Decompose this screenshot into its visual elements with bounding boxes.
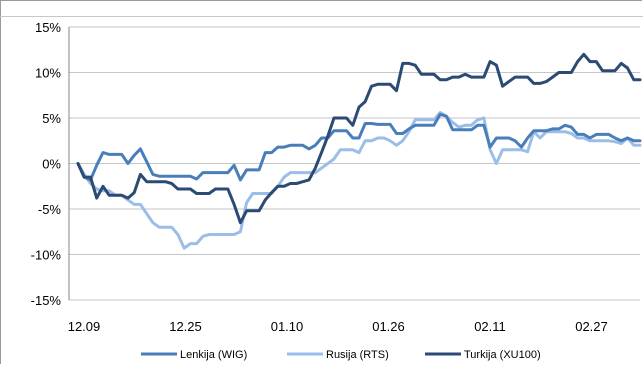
y-tick-label: -5% [38,202,62,217]
x-tick-label: 12.09 [68,319,101,334]
y-tick-label: -10% [31,248,62,263]
legend-label: Lenkija (WIG) [180,349,247,361]
series-lines [76,52,642,250]
y-tick-label: 5% [42,111,61,126]
y-tick-label: 0% [42,157,61,172]
y-tick-label: 10% [35,66,61,81]
series-line-3 [76,52,642,225]
y-tick-labels: 15% 10% 5% 0% -5% -10% -15% [31,20,62,308]
x-tick-labels: 12.09 12.25 01.10 01.26 02.11 02.27 [68,319,608,334]
legend-label: Rusija (RTS) [326,349,389,361]
x-tick-label: 12.25 [169,319,202,334]
x-tick-label: 01.26 [372,319,405,334]
series-line-1 [76,112,642,182]
x-tick-label: 01.10 [271,319,304,334]
x-tick-label: 02.11 [474,319,506,334]
legend: Lenkija (WIG) Rusija (RTS) Turkija (XU100) [141,349,541,361]
legend-label: Turkija (XU100) [464,349,541,361]
y-tick-label: 15% [35,20,61,35]
y-tick-label: -15% [31,293,62,308]
x-tick-label: 02.27 [575,319,608,334]
top-divider [0,0,643,17]
grid-lines [69,26,640,301]
